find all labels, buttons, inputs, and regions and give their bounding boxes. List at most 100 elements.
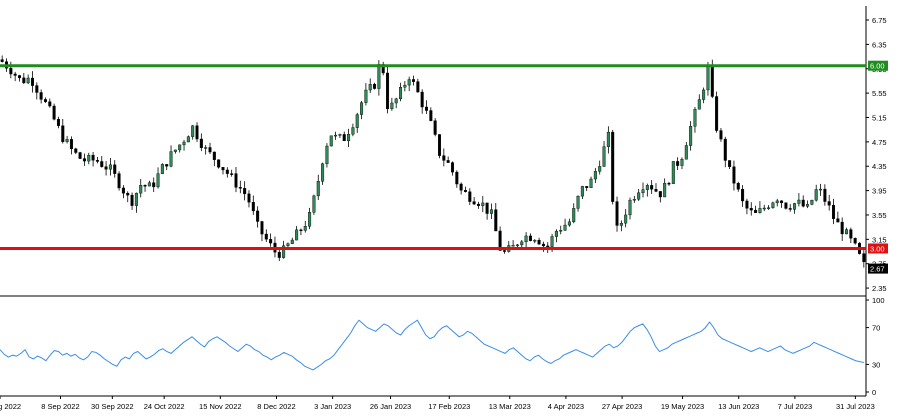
candle-body [476, 203, 480, 206]
candle-body [459, 183, 463, 191]
candle-body [741, 189, 745, 202]
candle-body [399, 86, 403, 100]
candle-body [338, 134, 342, 136]
candle-body [853, 237, 857, 244]
candle-body [225, 169, 229, 174]
candle-body [598, 166, 602, 172]
candle-body [386, 72, 390, 110]
x-tick-label: 13 Mar 2023 [489, 402, 531, 411]
candle-body [321, 163, 325, 182]
candle-body [260, 221, 264, 235]
candle-body [403, 84, 407, 88]
candle-body [139, 185, 143, 194]
x-tick-label: 8 Dec 2022 [257, 402, 295, 411]
candle-body [303, 226, 307, 231]
candle-body [425, 106, 429, 111]
candle-body [160, 164, 164, 174]
price-tick-label: 3.95 [872, 187, 887, 196]
candle-body [295, 229, 299, 241]
x-tick-label: 15 Nov 2022 [199, 402, 242, 411]
x-tick-label: 17 Feb 2023 [428, 402, 470, 411]
candle-body [377, 64, 381, 89]
candle-body [69, 139, 73, 150]
candle-body [134, 192, 138, 206]
candle-body [502, 250, 506, 252]
candle-body [22, 77, 26, 84]
x-tick-label: 26 Jan 2023 [370, 402, 411, 411]
candle-body [390, 102, 394, 110]
candle-body [360, 102, 364, 115]
candle-body [485, 202, 489, 214]
candle-body [56, 119, 60, 126]
candle-body [450, 162, 454, 173]
candle-body [43, 99, 47, 102]
candle-body [576, 195, 580, 209]
candle-body [30, 77, 34, 86]
candle-body [788, 208, 792, 210]
candle-body [489, 209, 493, 214]
candle-body [437, 134, 441, 156]
candle-body [147, 182, 151, 187]
candle-body [178, 144, 182, 151]
x-tick-label: 8 Sep 2022 [41, 402, 79, 411]
level-label: 6.00 [870, 62, 885, 71]
candle-body [663, 182, 667, 198]
candle-body [589, 178, 593, 188]
candle-body [524, 235, 528, 243]
candle-body [156, 173, 160, 188]
candle-body [9, 67, 13, 75]
candle-body [407, 79, 411, 86]
candle-body [221, 167, 225, 171]
candle-body [82, 158, 86, 162]
candle-body [48, 101, 52, 107]
candle-body [347, 133, 351, 142]
candle-body [269, 238, 273, 244]
candle-body [212, 151, 216, 160]
candle-body [533, 239, 537, 242]
candle-body [299, 229, 303, 232]
level-label-box [868, 60, 888, 71]
candle-body [429, 110, 433, 121]
candle-body [195, 125, 199, 140]
candle-body [355, 114, 359, 128]
osc-tick-label: 70 [872, 324, 880, 333]
candle-body [559, 230, 563, 232]
candle-body [104, 166, 108, 170]
x-tick-label: 3 Jan 2023 [314, 402, 351, 411]
candle-body [238, 187, 242, 189]
candle-body [290, 239, 294, 244]
candle-body [550, 236, 554, 247]
candle-body [433, 120, 437, 135]
candle-body [100, 161, 104, 167]
candle-body [719, 130, 723, 140]
candle-body [329, 135, 333, 147]
candle-body [762, 207, 766, 210]
candle-body [455, 171, 459, 185]
price-tick-label: 5.55 [872, 89, 887, 98]
candle-body [819, 188, 823, 191]
candle-body [580, 186, 584, 197]
candle-body [373, 84, 377, 89]
candle-body [463, 190, 467, 192]
candle-body [611, 131, 615, 202]
candle-body [394, 98, 398, 104]
candle-body [368, 84, 372, 91]
candle-body [793, 203, 797, 210]
candle-body [186, 136, 190, 143]
x-tick-label: 25 Aug 2022 [0, 402, 21, 411]
candle-body [849, 229, 853, 239]
candle-body [810, 199, 814, 205]
last-price-label: 2.67 [870, 265, 885, 274]
x-tick-label: 4 Apr 2023 [548, 402, 584, 411]
candle-body [832, 205, 836, 219]
candle-body [420, 91, 424, 108]
candle-body [351, 127, 355, 135]
candle-body [442, 155, 446, 161]
candle-body [862, 253, 866, 262]
candle-body [684, 145, 688, 160]
candle-body [342, 134, 346, 142]
osc-tick-label: 30 [872, 360, 880, 369]
